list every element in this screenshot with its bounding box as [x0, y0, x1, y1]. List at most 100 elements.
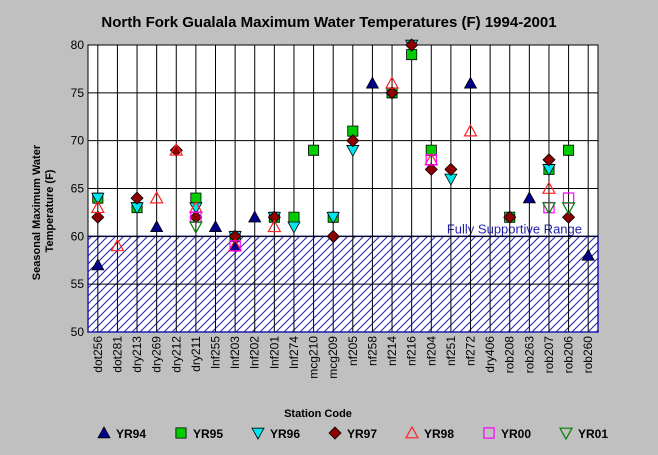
x-tick-label: rob208 — [503, 336, 517, 374]
y-tick-label: 55 — [71, 277, 85, 291]
legend-marker-yr95 — [175, 427, 187, 439]
data-point-yr97 — [542, 153, 556, 167]
data-point-yr98 — [541, 181, 556, 194]
x-tick-label: nf205 — [346, 336, 360, 366]
x-tick-label: dry406 — [483, 336, 497, 373]
x-tick-label: rob263 — [522, 336, 536, 374]
legend-item-yr00: YR00 — [483, 427, 531, 441]
x-axis-title: Station Code — [284, 408, 352, 420]
legend-label: YR98 — [424, 427, 454, 441]
data-point-yr98 — [90, 200, 105, 214]
data-point-yr97 — [267, 210, 281, 224]
data-point-yr98 — [463, 123, 478, 137]
data-point-yr94 — [365, 76, 380, 89]
data-point-yr00 — [425, 154, 437, 166]
y-axis-title: Seasonal Maximum Water Temperature (F) — [31, 142, 56, 280]
x-tick-label: nf258 — [365, 336, 379, 366]
data-point-yr97 — [228, 229, 242, 243]
y-tick-label: 60 — [71, 229, 85, 243]
x-tick-label: dry269 — [150, 336, 164, 373]
x-tick-label: lnf202 — [248, 336, 262, 369]
legend-label: YR00 — [501, 427, 531, 441]
data-point-yr94 — [463, 76, 478, 89]
data-point-yr97 — [346, 134, 360, 148]
legend-marker-yr98 — [404, 425, 420, 439]
legend-item-yr96: YR96 — [251, 427, 300, 441]
y-tick-label: 50 — [71, 325, 85, 339]
series-yr98 — [90, 76, 556, 252]
x-tick-label: mcg209 — [326, 336, 340, 379]
x-tick-label: rob206 — [562, 336, 576, 374]
data-point-yr98 — [110, 238, 125, 252]
y-tick-label: 65 — [71, 182, 85, 196]
data-point-yr94 — [248, 210, 262, 223]
data-point-yr97 — [503, 210, 517, 224]
data-point-yr95 — [308, 144, 320, 156]
data-point-yr97 — [91, 210, 105, 224]
data-point-yr94 — [522, 191, 537, 204]
data-point-yr95 — [563, 144, 575, 156]
legend-marker-yr01 — [558, 427, 574, 441]
legend-item-yr01: YR01 — [558, 427, 608, 441]
legend-label: YR96 — [270, 427, 300, 441]
data-point-yr95 — [288, 211, 300, 223]
y-tick-label: 80 — [71, 38, 85, 52]
data-point-yr97 — [169, 143, 183, 157]
legend: YR94 YR95 YR96 YR97 YR98 YR00 YR01 — [97, 425, 608, 441]
data-point-yr94 — [149, 219, 164, 232]
data-point-yr96 — [91, 192, 105, 205]
data-point-yr97 — [405, 38, 419, 52]
data-point-yr96 — [326, 212, 340, 225]
data-point-yr97 — [326, 229, 340, 243]
x-tick-label: lnf203 — [228, 336, 242, 369]
chart-title: North Fork Gualala Maximum Water Tempera… — [101, 14, 556, 31]
x-tick-label: dot281 — [110, 336, 124, 373]
series-yr01 — [188, 202, 576, 235]
x-tick-label: nf204 — [424, 336, 438, 366]
x-tick-label: lnf201 — [267, 336, 281, 369]
x-tick-label: nf214 — [385, 336, 399, 366]
legend-item-yr97: YR97 — [328, 426, 377, 441]
y-tick-label: 75 — [71, 86, 85, 100]
data-point-yr00 — [229, 240, 241, 252]
data-point-yr97 — [189, 210, 203, 224]
y-tick-label: 70 — [71, 134, 85, 148]
data-point-yr98 — [149, 190, 164, 204]
x-tick-label: rob260 — [581, 336, 595, 374]
legend-label: YR97 — [347, 427, 377, 441]
data-point-yr95 — [347, 125, 359, 137]
x-tick-label: mcg210 — [307, 336, 321, 379]
x-tick-label: nf272 — [464, 336, 478, 366]
legend-item-yr98: YR98 — [404, 425, 454, 441]
data-point-yr97 — [424, 162, 438, 176]
data-point-yr94 — [581, 248, 595, 261]
data-point-yr97 — [562, 210, 576, 224]
data-point-yr98 — [169, 142, 184, 156]
legend-label: YR95 — [193, 427, 223, 441]
y-axis-title-line-2: Temperature (F) — [44, 169, 56, 252]
series-yr97 — [91, 38, 576, 243]
y-axis-title-line-1: Seasonal Maximum Water — [31, 144, 43, 280]
x-tick-label: dry211 — [189, 336, 203, 372]
x-tick-label: lnf255 — [209, 336, 223, 369]
x-tick-label: nf216 — [405, 336, 419, 366]
x-tick-label: dry213 — [130, 336, 144, 373]
x-tick-label: rob207 — [542, 336, 556, 374]
x-tick-label: dry212 — [169, 336, 183, 373]
band-label: Fully Supportive Range — [447, 221, 582, 236]
data-point-yr96 — [287, 221, 301, 234]
data-point-yr97 — [444, 162, 458, 176]
x-tick-label: lnf274 — [287, 336, 301, 369]
legend-marker-yr97 — [328, 426, 342, 440]
data-point-yr98 — [385, 76, 400, 89]
legend-item-yr94: YR94 — [97, 426, 146, 441]
x-tick-label: dot256 — [91, 336, 105, 373]
legend-marker-yr00 — [483, 427, 495, 439]
data-point-yr01 — [541, 202, 556, 215]
x-tick-label: nf251 — [444, 336, 458, 366]
data-point-yr01 — [188, 221, 203, 235]
data-point-yr94 — [91, 258, 105, 271]
data-point-yr97 — [130, 191, 144, 205]
legend-marker-yr96 — [251, 427, 265, 440]
